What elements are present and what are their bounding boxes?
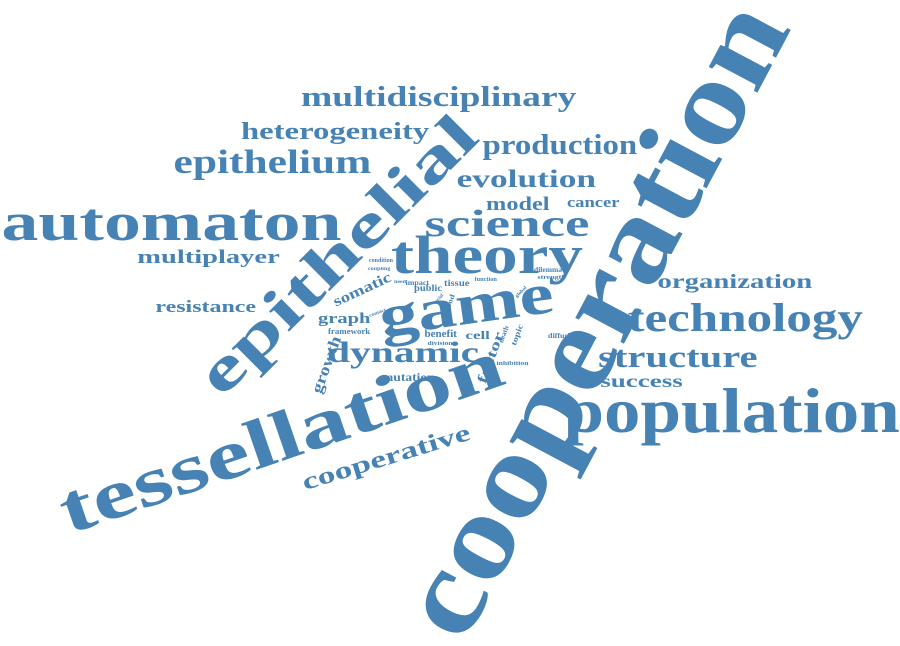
- word-multiplayer: multiplayer: [136, 246, 280, 268]
- word-epithelium: epithelium: [173, 144, 371, 181]
- word-success: success: [599, 371, 683, 391]
- word-diffusible: diffusible: [547, 331, 581, 340]
- word-benefit: benefit: [423, 329, 457, 340]
- word-model: model: [486, 193, 550, 215]
- word-multidisciplinary: multidisciplinary: [300, 82, 576, 113]
- word-structure: structure: [598, 338, 758, 374]
- word-division: division: [427, 341, 453, 347]
- word-coupling: coupling: [367, 266, 391, 272]
- word-framework: framework: [327, 327, 371, 336]
- word-production: production: [482, 130, 638, 161]
- word-impact: impact: [405, 278, 429, 287]
- word-mutation: mutation: [381, 370, 435, 384]
- word-population: population: [562, 375, 900, 446]
- word-resistance: resistance: [154, 296, 256, 316]
- word-theory: theory: [391, 225, 583, 285]
- word-dynamic: dynamic: [326, 336, 480, 369]
- word-cell: cell: [464, 328, 490, 342]
- word-dilemma: dilemma: [533, 265, 563, 274]
- word-function: function: [473, 277, 497, 283]
- word-condition: condition: [369, 258, 394, 264]
- word-organization: organization: [657, 271, 813, 293]
- word-evolution: evolution: [456, 165, 596, 193]
- word-tissue: tissue: [444, 277, 470, 288]
- word-strength: strength: [536, 275, 566, 281]
- word-science: science: [424, 203, 590, 245]
- word-public: public: [413, 282, 443, 293]
- word-cancer: cancer: [566, 194, 620, 211]
- word-graph: graph: [317, 310, 371, 327]
- word-automaton: automaton: [1, 192, 341, 252]
- word-heterogeneity: heterogeneity: [240, 119, 430, 145]
- word-technology: technology: [627, 295, 863, 340]
- word-need: need: [394, 279, 406, 285]
- word-inhibition: inhibition: [495, 361, 529, 367]
